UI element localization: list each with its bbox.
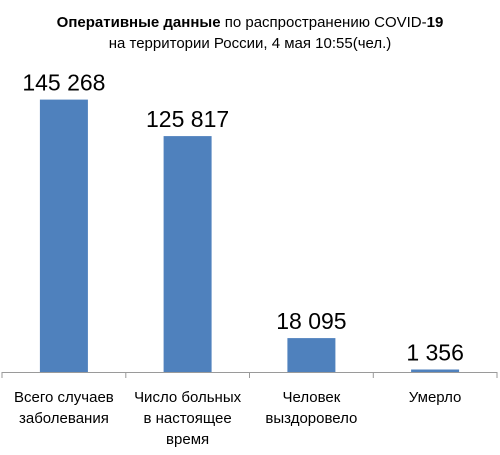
category-label-4: Умерло <box>409 389 462 406</box>
category-label-2-line-1: Число больных <box>134 389 242 406</box>
bar-2 <box>163 136 212 372</box>
bar-3 <box>287 338 336 372</box>
bars-layer <box>39 99 460 372</box>
chart-title-bold-number: 19 <box>426 14 444 31</box>
data-labels-layer: 145 268 125 817 18 095 1 356 <box>22 70 464 366</box>
category-label-3-line-2: выздоровело <box>265 410 357 427</box>
bar-4 <box>411 369 460 372</box>
chart-title-line-1: Оперативные данные по распространению CO… <box>0 12 500 33</box>
chart-title-line-2: на территории России, 4 мая 10:55(чел.) <box>108 35 392 52</box>
category-label-2: Число больных в настоящее время <box>134 389 242 448</box>
data-label-2: 125 817 <box>146 106 229 132</box>
category-label-2-line-3: время <box>166 431 209 448</box>
bar-1 <box>39 99 88 372</box>
category-labels-layer: Всего случаев заболевания Число больных в н… <box>14 389 461 448</box>
x-axis <box>1 372 498 378</box>
chart-title: Оперативные данные по распространению CO… <box>0 12 500 54</box>
category-label-1: Всего случаев заболевания <box>14 389 114 427</box>
chart-title-regular-part: по распространению COVID- <box>220 14 427 31</box>
chart-title-bold-part: Оперативные данные <box>56 14 221 31</box>
data-label-4: 1 356 <box>406 340 464 366</box>
category-label-2-line-2: в настоящее <box>143 410 231 427</box>
category-label-3-line-1: Человек <box>282 389 340 406</box>
category-label-1-line-1: Всего случаев <box>14 389 114 406</box>
data-label-1: 145 268 <box>22 70 105 96</box>
category-label-4-line-1: Умерло <box>409 389 462 406</box>
category-label-3: Человек выздоровело <box>265 389 357 427</box>
category-label-1-line-2: заболевания <box>19 410 109 427</box>
data-label-3: 18 095 <box>276 308 346 334</box>
